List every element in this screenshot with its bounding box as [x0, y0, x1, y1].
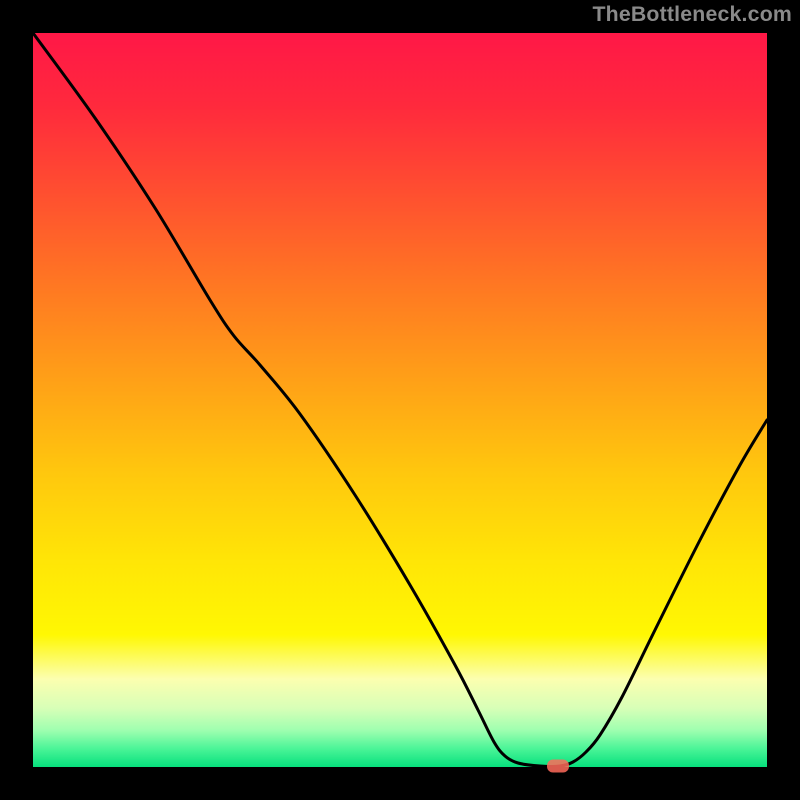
optimal-point-marker [547, 760, 569, 773]
chart-stage: TheBottleneck.com [0, 0, 800, 800]
gradient-background [33, 33, 767, 767]
watermark-text: TheBottleneck.com [592, 2, 792, 27]
